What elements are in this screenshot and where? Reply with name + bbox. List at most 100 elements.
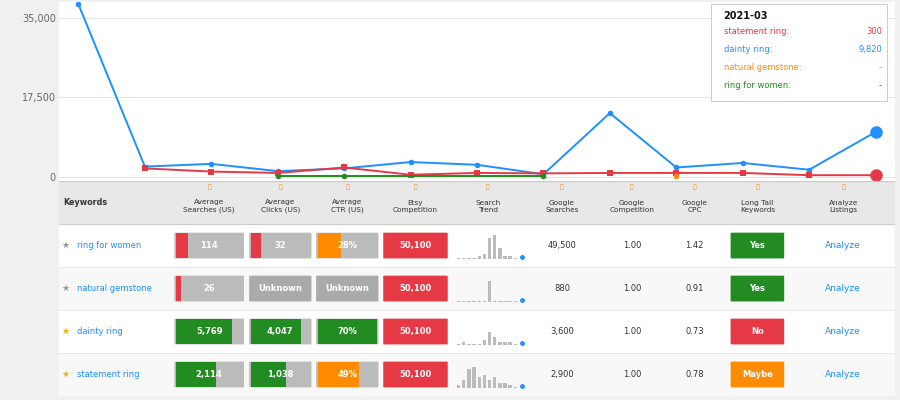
FancyBboxPatch shape	[478, 300, 481, 302]
FancyBboxPatch shape	[482, 300, 486, 302]
Text: ⓘ: ⓘ	[207, 185, 211, 190]
Text: No: No	[751, 327, 764, 336]
FancyBboxPatch shape	[176, 362, 216, 387]
FancyBboxPatch shape	[472, 366, 476, 388]
Text: 1.42: 1.42	[686, 241, 704, 250]
Text: ⓘ: ⓘ	[414, 185, 418, 190]
Text: 70%: 70%	[338, 327, 357, 336]
FancyBboxPatch shape	[731, 276, 784, 302]
FancyBboxPatch shape	[58, 267, 896, 310]
Text: Keywords: Keywords	[64, 198, 108, 207]
FancyBboxPatch shape	[316, 319, 378, 344]
Text: 3,600: 3,600	[550, 327, 574, 336]
Text: ⓘ: ⓘ	[560, 185, 563, 190]
Text: natural gemstone: natural gemstone	[76, 284, 152, 293]
Text: ★: ★	[62, 284, 70, 293]
FancyBboxPatch shape	[731, 319, 784, 344]
FancyBboxPatch shape	[176, 319, 232, 344]
Text: Unknown: Unknown	[325, 284, 369, 293]
Text: 2,114: 2,114	[196, 370, 222, 379]
FancyBboxPatch shape	[383, 276, 447, 302]
FancyBboxPatch shape	[508, 342, 512, 345]
FancyBboxPatch shape	[251, 362, 286, 387]
FancyBboxPatch shape	[488, 280, 491, 302]
FancyBboxPatch shape	[514, 386, 517, 388]
Text: Analyze: Analyze	[825, 327, 861, 336]
Text: 0.78: 0.78	[685, 370, 704, 379]
Text: Google
Competition: Google Competition	[609, 200, 654, 212]
FancyBboxPatch shape	[499, 300, 501, 302]
FancyBboxPatch shape	[318, 233, 341, 258]
Text: 32: 32	[274, 241, 286, 250]
Text: ⓘ: ⓘ	[486, 185, 490, 190]
Text: Maybe: Maybe	[742, 370, 773, 379]
FancyBboxPatch shape	[514, 300, 517, 302]
FancyBboxPatch shape	[499, 382, 501, 388]
FancyBboxPatch shape	[318, 319, 377, 344]
FancyBboxPatch shape	[316, 276, 378, 302]
FancyBboxPatch shape	[472, 344, 476, 345]
FancyBboxPatch shape	[482, 374, 486, 388]
Text: ⓘ: ⓘ	[842, 185, 845, 190]
FancyBboxPatch shape	[731, 233, 784, 258]
Text: 1,038: 1,038	[267, 370, 293, 379]
FancyBboxPatch shape	[176, 233, 188, 258]
FancyBboxPatch shape	[175, 319, 244, 344]
Text: ring for women: ring for women	[76, 241, 141, 250]
FancyBboxPatch shape	[249, 276, 311, 302]
Text: Analyze
Listings: Analyze Listings	[829, 200, 858, 212]
Text: 50,100: 50,100	[400, 327, 432, 336]
Text: ⓘ: ⓘ	[630, 185, 634, 190]
FancyBboxPatch shape	[383, 362, 447, 388]
FancyBboxPatch shape	[249, 362, 311, 388]
Text: 49%: 49%	[338, 370, 357, 379]
FancyBboxPatch shape	[58, 181, 896, 224]
FancyBboxPatch shape	[457, 385, 460, 388]
Text: 114: 114	[201, 241, 218, 250]
Text: ⓘ: ⓘ	[755, 185, 760, 190]
FancyBboxPatch shape	[462, 342, 465, 345]
Text: Google
CPC: Google CPC	[681, 200, 707, 212]
FancyBboxPatch shape	[383, 233, 447, 258]
Text: 0.73: 0.73	[685, 327, 704, 336]
FancyBboxPatch shape	[482, 340, 486, 345]
FancyBboxPatch shape	[457, 258, 460, 259]
FancyBboxPatch shape	[472, 300, 476, 302]
Text: Average
Clicks (US): Average Clicks (US)	[261, 199, 300, 213]
FancyBboxPatch shape	[318, 362, 359, 387]
FancyBboxPatch shape	[493, 300, 497, 302]
Text: 28%: 28%	[338, 241, 357, 250]
Text: 50,100: 50,100	[400, 370, 432, 379]
FancyBboxPatch shape	[176, 276, 181, 301]
FancyBboxPatch shape	[467, 344, 471, 345]
Text: 1.00: 1.00	[623, 370, 641, 379]
FancyBboxPatch shape	[503, 300, 507, 302]
Text: 49,500: 49,500	[547, 241, 576, 250]
Text: Long Tail
Keywords: Long Tail Keywords	[740, 200, 775, 212]
FancyBboxPatch shape	[251, 233, 261, 258]
Text: Analyze: Analyze	[825, 370, 861, 379]
Text: 50,100: 50,100	[400, 241, 432, 250]
FancyBboxPatch shape	[175, 233, 244, 258]
Text: 2,900: 2,900	[550, 370, 574, 379]
FancyBboxPatch shape	[499, 342, 501, 345]
FancyBboxPatch shape	[493, 235, 497, 259]
Text: statement ring: statement ring	[76, 370, 140, 379]
Text: Search
Trend: Search Trend	[475, 200, 500, 212]
FancyBboxPatch shape	[383, 319, 447, 344]
Text: 880: 880	[554, 284, 570, 293]
FancyBboxPatch shape	[508, 300, 512, 302]
Text: ★: ★	[62, 241, 70, 250]
FancyBboxPatch shape	[488, 380, 491, 388]
Text: ⓘ: ⓘ	[346, 185, 349, 190]
FancyBboxPatch shape	[493, 377, 497, 388]
FancyBboxPatch shape	[478, 256, 481, 259]
FancyBboxPatch shape	[457, 344, 460, 345]
FancyBboxPatch shape	[472, 258, 476, 259]
Text: Analyze: Analyze	[825, 284, 861, 293]
Text: Yes: Yes	[750, 284, 765, 293]
Text: ⓘ: ⓘ	[693, 185, 697, 190]
Text: Yes: Yes	[750, 241, 765, 250]
Text: 26: 26	[203, 284, 215, 293]
FancyBboxPatch shape	[482, 254, 486, 259]
